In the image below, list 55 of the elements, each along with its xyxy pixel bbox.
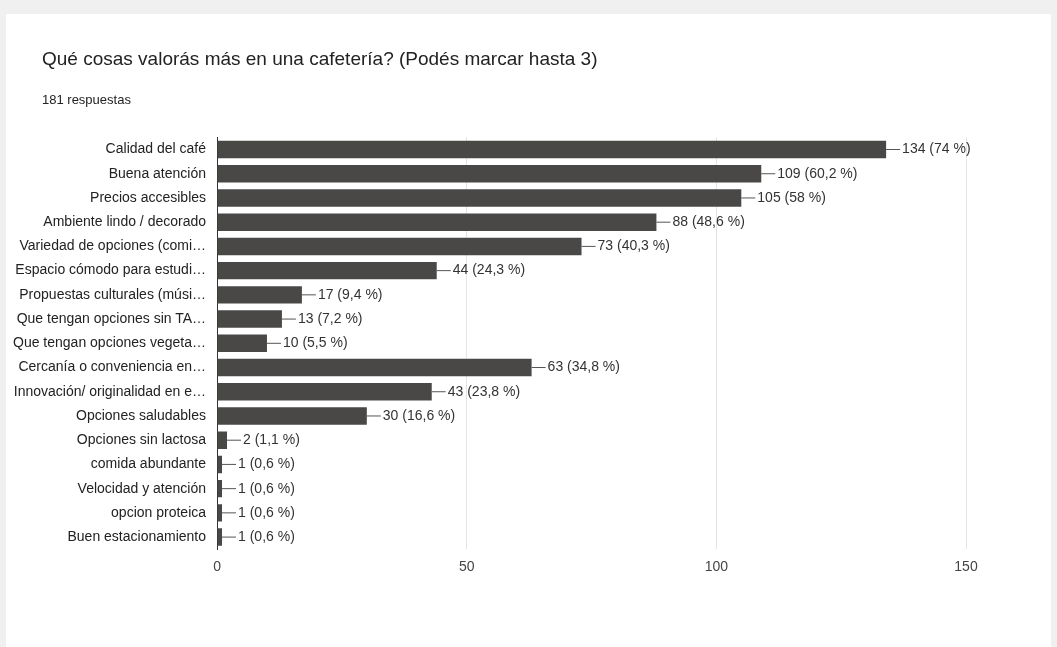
bar (217, 189, 742, 207)
bar (217, 237, 582, 256)
bar (217, 310, 282, 328)
data-label: 43 (23,8 %) (447, 382, 521, 399)
bar (217, 334, 267, 353)
data-label: 88 (48,6 %) (672, 213, 745, 230)
data-label: 30 (16,6 %) (382, 406, 456, 423)
bar (217, 504, 223, 522)
data-label: 10 (5,5 %) (282, 334, 348, 351)
data-label: 1 (0,6 %) (238, 503, 295, 520)
y-tick-label: Calidad del café (105, 140, 207, 157)
bar (217, 407, 367, 425)
bar (217, 286, 302, 304)
data-label: 63 (34,8 %) (547, 358, 620, 375)
data-label: 1 (0,6 %) (238, 479, 295, 496)
data-label: 44 (24,3 %) (452, 261, 526, 278)
y-tick-label: comida abundante (90, 455, 207, 472)
data-label: 1 (0,6 %) (238, 455, 295, 472)
y-tick-label: opcion proteica (111, 503, 207, 520)
x-tick-label: 0 (213, 558, 222, 575)
data-label: 13 (7,2 %) (297, 309, 363, 326)
data-label: 105 (58 %) (757, 188, 826, 205)
x-tick-label: 100 (704, 558, 729, 575)
y-tick-label: Precios accesibles (90, 188, 207, 205)
data-label: 17 (9,4 %) (317, 285, 383, 302)
bar (217, 383, 432, 401)
y-tick-label: Buena atención (108, 164, 207, 181)
y-tick-label: Buen estacionamiento (67, 527, 207, 544)
bar (217, 213, 657, 231)
y-tick-label: Velocidad y atención (77, 479, 207, 496)
bar (217, 140, 887, 159)
y-tick-label: Opciones saludables (76, 406, 207, 423)
y-tick-label: Variedad de opciones (comi… (19, 237, 207, 254)
x-tick-label: 150 (954, 558, 978, 575)
data-label: 1 (0,6 %) (238, 527, 295, 544)
text: 181 respuestas (42, 92, 131, 107)
bar (217, 528, 223, 546)
y-tick-label: Que tengan opciones sin TA… (16, 309, 207, 326)
bar (217, 165, 762, 183)
y-tick-label: Ambiente lindo / decorado (43, 213, 207, 230)
y-tick-label: Propuestas culturales (músi… (19, 285, 207, 302)
bar (217, 431, 228, 449)
y-tick-label: Espacio cómodo para estudi… (15, 261, 207, 278)
bar (217, 358, 532, 377)
data-label: 134 (74 %) (902, 140, 971, 157)
data-label: 73 (40,3 %) (597, 237, 670, 254)
y-tick-label: Que tengan opciones vegeta… (13, 334, 207, 351)
x-tick-label: 50 (458, 558, 475, 575)
data-label: 109 (60,2 %) (777, 164, 858, 181)
y-tick-label: Innovación/ originalidad en e… (13, 382, 207, 399)
y-tick-label: Opciones sin lactosa (76, 431, 207, 448)
data-label: 2 (1,1 %) (243, 431, 300, 448)
y-tick-label: Cercanía o conveniencia en… (18, 358, 207, 375)
chart-title: Qué cosas valorás más en una cafetería? (Podés marcar hasta 3) (42, 48, 598, 70)
bar (217, 261, 437, 280)
